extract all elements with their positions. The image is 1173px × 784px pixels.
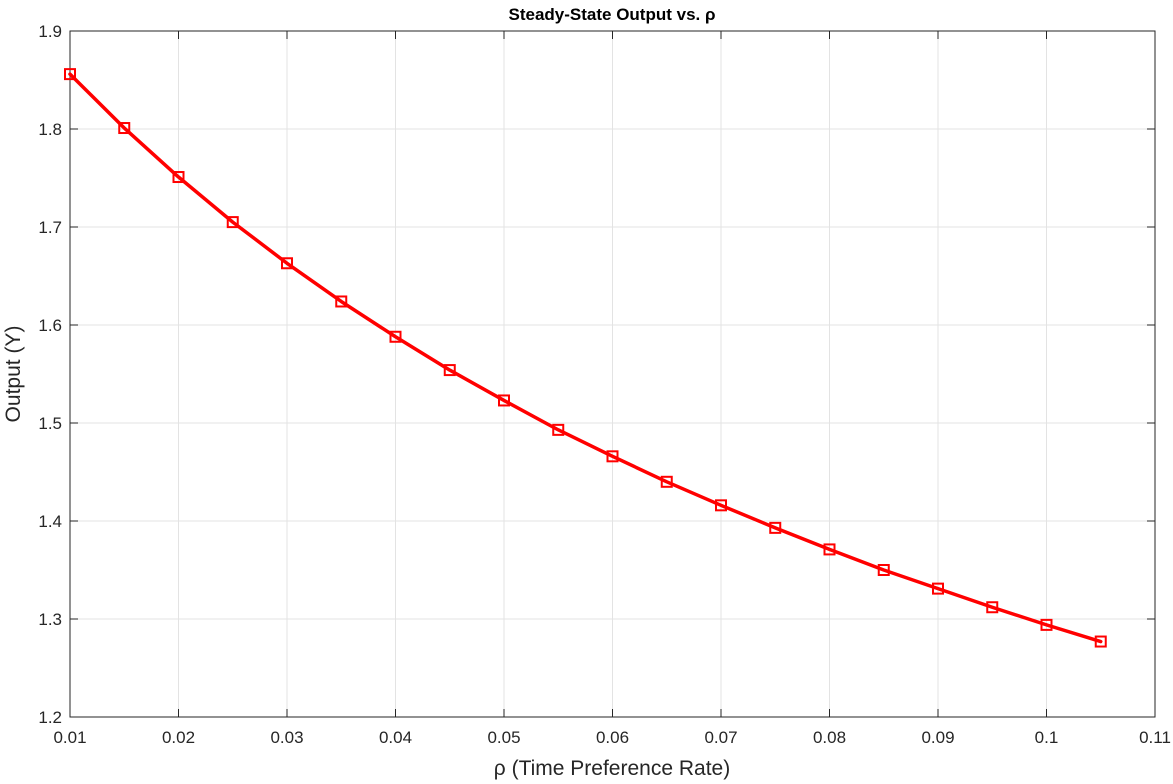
data-point-marker bbox=[552, 423, 565, 436]
data-point-marker bbox=[877, 564, 890, 576]
chart-title: Steady-State Output vs. ρ bbox=[509, 5, 716, 24]
data-point-marker bbox=[64, 68, 76, 81]
data-point-marker bbox=[715, 499, 727, 512]
x-tick-label: 0.08 bbox=[813, 728, 846, 747]
y-axis-ticks: 1.2 1.3 1.4 1.5 1.6 1.7 1.8 1.9 bbox=[38, 22, 1155, 727]
y-tick-label: 1.5 bbox=[38, 414, 62, 433]
x-tick-label: 0.1 bbox=[1035, 728, 1059, 747]
data-point-marker bbox=[443, 364, 456, 377]
x-tick-label: 0.03 bbox=[270, 728, 303, 747]
x-axis-ticks: 0.01 0.02 0.03 0.04 0.05 0.06 0.07 0.08 0.09 0.1 0… bbox=[53, 31, 1171, 747]
series-group bbox=[64, 68, 1107, 648]
data-point-marker bbox=[335, 295, 348, 308]
y-tick-label: 1.2 bbox=[38, 708, 62, 727]
data-point-marker bbox=[606, 450, 619, 463]
y-tick-label: 1.3 bbox=[38, 610, 62, 629]
y-axis-title: Output (Y) bbox=[2, 326, 25, 423]
data-point-marker bbox=[769, 521, 782, 534]
data-point-marker bbox=[498, 394, 510, 407]
x-axis-title: ρ (Time Preference Rate) bbox=[494, 757, 730, 780]
data-point-marker bbox=[1094, 635, 1107, 648]
data-point-marker bbox=[1040, 618, 1053, 631]
data-point-marker bbox=[932, 582, 944, 595]
y-tick-label: 1.6 bbox=[38, 316, 62, 335]
data-point-marker bbox=[226, 216, 239, 229]
series-line bbox=[68, 72, 1103, 644]
x-tick-label: 0.01 bbox=[53, 728, 86, 747]
data-point-marker bbox=[823, 543, 836, 556]
data-point-marker bbox=[118, 122, 131, 135]
data-point-marker bbox=[172, 171, 185, 184]
x-tick-label: 0.04 bbox=[379, 728, 412, 747]
x-tick-label: 0.06 bbox=[596, 728, 629, 747]
x-tick-label: 0.02 bbox=[162, 728, 195, 747]
x-tick-label: 0.09 bbox=[921, 728, 954, 747]
x-tick-label: 0.11 bbox=[1139, 728, 1171, 747]
x-tick-label: 0.05 bbox=[487, 728, 520, 747]
y-tick-label: 1.4 bbox=[38, 512, 62, 531]
y-tick-label: 1.9 bbox=[38, 22, 62, 41]
data-point-marker bbox=[281, 257, 293, 270]
data-point-marker bbox=[986, 601, 999, 614]
y-tick-label: 1.7 bbox=[38, 218, 62, 237]
data-point-marker bbox=[660, 475, 673, 488]
data-point-marker bbox=[389, 330, 402, 343]
x-tick-label: 0.07 bbox=[704, 728, 737, 747]
y-tick-label: 1.8 bbox=[38, 120, 62, 139]
